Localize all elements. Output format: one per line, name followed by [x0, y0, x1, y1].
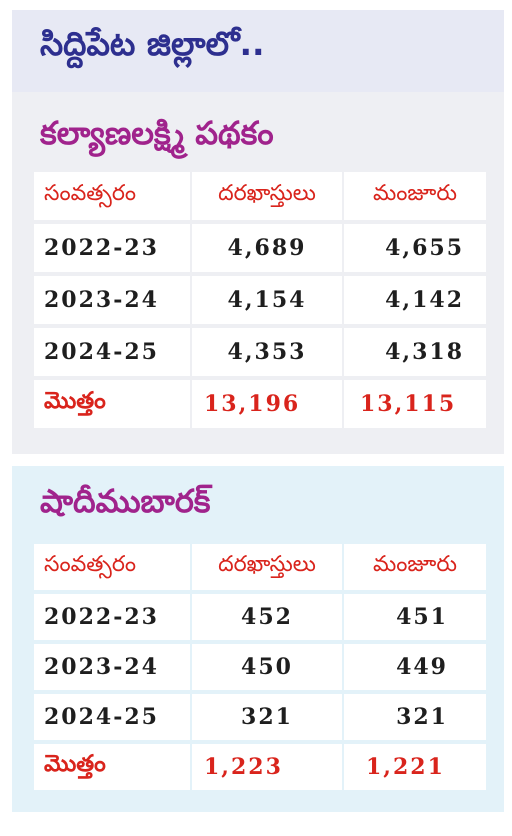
year-cell: 2024-25 — [34, 694, 190, 740]
approved-cell: 451 — [344, 594, 486, 640]
header-approved: మంజూరు — [344, 544, 486, 590]
approved-cell: 4,655 — [344, 224, 486, 272]
header-year: సంవత్సరం — [34, 172, 190, 220]
year-cell: 2022-23 — [34, 594, 190, 640]
table-header-row: సంవత్సరం దరఖాస్తులు మంజూరు — [34, 172, 486, 220]
header-approved: మంజూరు — [344, 172, 486, 220]
applications-cell: 4,154 — [192, 276, 342, 324]
approved-cell: 4,142 — [344, 276, 486, 324]
total-approved: 1,221 — [344, 744, 486, 790]
approved-cell: 4,318 — [344, 328, 486, 376]
total-applications: 13,196 — [192, 380, 342, 428]
district-banner: సిద్దిపేట జిల్లాలో.. — [12, 10, 504, 92]
table-row: 2023-24 450 449 — [34, 644, 486, 690]
table-row: 2022-23 452 451 — [34, 594, 486, 640]
kalyana-lakshmi-title: కల్యాణలక్ష్మి పథకం — [40, 114, 274, 152]
applications-cell: 450 — [192, 644, 342, 690]
total-label: మొత్తం — [34, 380, 190, 428]
applications-cell: 4,689 — [192, 224, 342, 272]
year-cell: 2023-24 — [34, 644, 190, 690]
year-cell: 2023-24 — [34, 276, 190, 324]
total-label: మొత్తం — [34, 744, 190, 790]
table-row: 2023-24 4,154 4,142 — [34, 276, 486, 324]
total-approved: 13,115 — [344, 380, 486, 428]
kalyana-lakshmi-panel: కల్యాణలక్ష్మి పథకం సంవత్సరం దరఖాస్తులు మ… — [12, 92, 504, 454]
table-row: 2022-23 4,689 4,655 — [34, 224, 486, 272]
approved-cell: 321 — [344, 694, 486, 740]
applications-cell: 4,353 — [192, 328, 342, 376]
shaadi-mubarak-table: సంవత్సరం దరఖాస్తులు మంజూరు 2022-23 452 4… — [32, 540, 488, 794]
table-row: 2024-25 4,353 4,318 — [34, 328, 486, 376]
table-header-row: సంవత్సరం దరఖాస్తులు మంజూరు — [34, 544, 486, 590]
applications-cell: 452 — [192, 594, 342, 640]
header-year: సంవత్సరం — [34, 544, 190, 590]
header-applications: దరఖాస్తులు — [192, 172, 342, 220]
kalyana-lakshmi-table: సంవత్సరం దరఖాస్తులు మంజూరు 2022-23 4,689… — [32, 168, 488, 432]
total-row: మొత్తం 13,196 13,115 — [34, 380, 486, 428]
shaadi-mubarak-panel: షాదీముబారక్ సంవత్సరం దరఖాస్తులు మంజూరు 2… — [12, 466, 504, 812]
table-row: 2024-25 321 321 — [34, 694, 486, 740]
total-applications: 1,223 — [192, 744, 342, 790]
approved-cell: 449 — [344, 644, 486, 690]
total-row: మొత్తం 1,223 1,221 — [34, 744, 486, 790]
year-cell: 2024-25 — [34, 328, 190, 376]
applications-cell: 321 — [192, 694, 342, 740]
year-cell: 2022-23 — [34, 224, 190, 272]
shaadi-mubarak-title: షాదీముబారక్ — [40, 482, 211, 520]
district-title: సిద్దిపేట జిల్లాలో.. — [40, 24, 265, 63]
header-applications: దరఖాస్తులు — [192, 544, 342, 590]
